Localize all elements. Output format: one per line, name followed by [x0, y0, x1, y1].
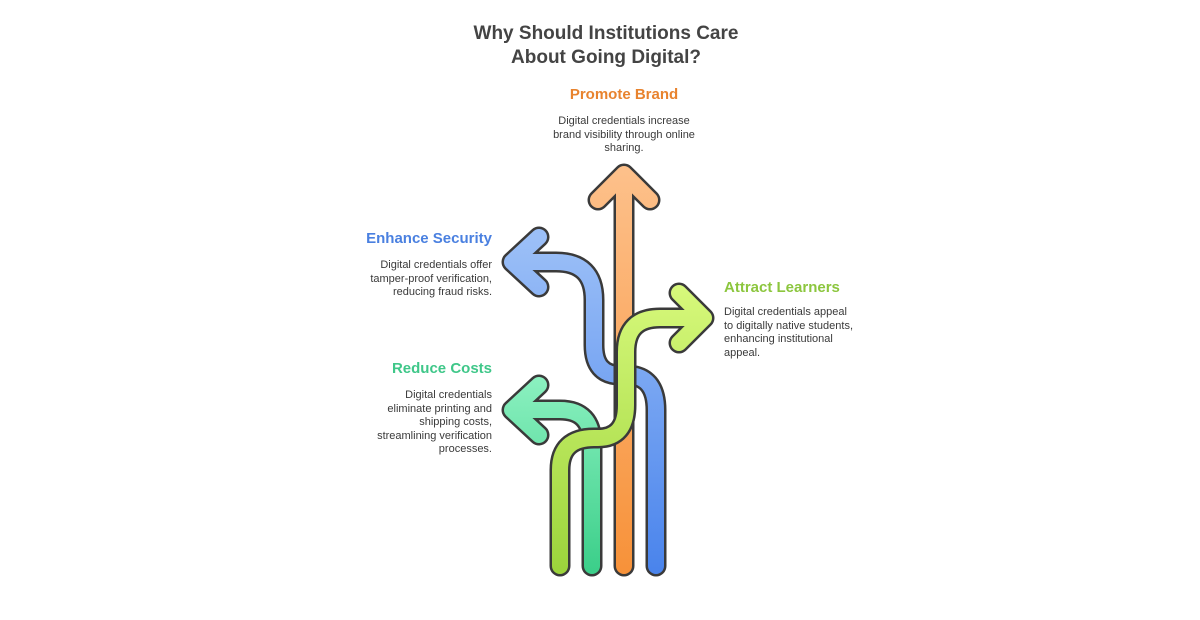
attract-learners-heading: Attract Learners	[724, 279, 840, 296]
title-line-2: About Going Digital?	[511, 47, 701, 68]
enhance-security-arrow	[501, 226, 667, 577]
reduce-costs-heading: Reduce Costs	[391, 360, 492, 377]
reduce-costs-description: Digital credentials eliminate printing a…	[377, 389, 492, 455]
promote-brand-heading: Promote Brand	[569, 86, 679, 103]
promote-brand-description: Digital credentials increase brand visib…	[553, 115, 695, 154]
title-line-1: Why Should Institutions Care	[473, 23, 739, 44]
enhance-security-heading: Enhance Security	[366, 230, 492, 247]
attract-learners-description: Digital credentials appeal to digitally …	[724, 306, 854, 359]
attract-learners-arrow	[549, 282, 715, 577]
diagram-title: Why Should Institutions Care About Going…	[0, 22, 1200, 70]
enhance-security-description: Digital credentials offer tamper-proof v…	[370, 259, 492, 298]
